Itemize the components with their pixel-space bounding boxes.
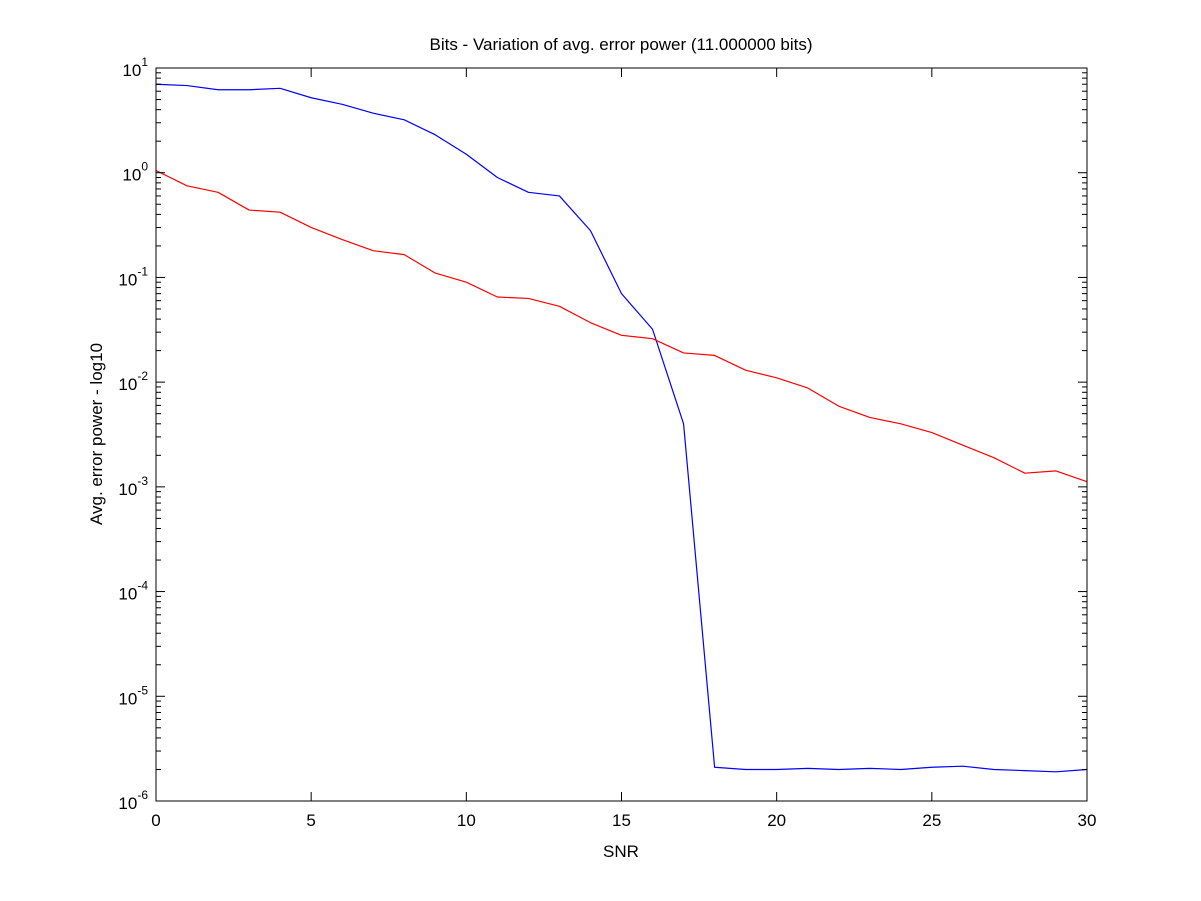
plot-area xyxy=(156,68,1087,801)
y-tick-label: 10-3 xyxy=(118,474,148,499)
y-tick-label: 10-5 xyxy=(118,683,148,708)
x-tick-label: 25 xyxy=(922,811,941,830)
x-axis-label: SNR xyxy=(603,842,639,861)
x-tick-label: 20 xyxy=(767,811,786,830)
y-tick-label: 10-1 xyxy=(118,264,148,289)
x-tick-label: 30 xyxy=(1078,811,1097,830)
chart-title: Bits - Variation of avg. error power (11… xyxy=(430,35,813,54)
x-tick-label: 0 xyxy=(151,811,160,830)
series-layer xyxy=(155,83,1088,773)
x-tick-label: 15 xyxy=(612,811,631,830)
y-tick-label: 100 xyxy=(122,160,148,185)
y-axis-label: Avg. error power - log10 xyxy=(87,343,106,525)
x-tick-label: 10 xyxy=(457,811,476,830)
series-line-2 xyxy=(155,169,1088,483)
y-tick-label: 10-4 xyxy=(118,579,148,604)
tick-layer: 0 5 10 15 20 25 30 10-6 10-5 10-4 10-3 10-2 10-1 100 1… xyxy=(118,55,1096,830)
y-tick-label: 10-2 xyxy=(118,369,148,394)
y-tick-label: 10-6 xyxy=(118,788,148,813)
y-tick-label: 101 xyxy=(122,55,148,80)
x-tick-label: 5 xyxy=(306,811,315,830)
series-line-1 xyxy=(155,83,1088,773)
